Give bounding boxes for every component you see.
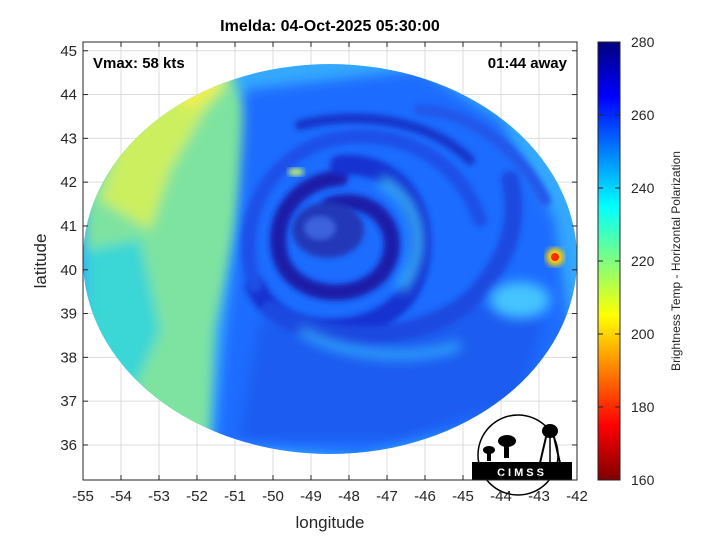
- x-tick-label: -51: [224, 488, 246, 505]
- y-tick-label: 36: [60, 437, 77, 454]
- x-tick-label: -47: [376, 488, 398, 505]
- colorbar-tick-label: 200: [631, 326, 655, 342]
- x-tick-label: -43: [528, 488, 550, 505]
- y-tick-label: 43: [60, 130, 77, 147]
- brightness-temp-field: [83, 64, 577, 454]
- vmax-annotation: Vmax: 58 kts: [93, 55, 185, 72]
- colorbar-ticks: 160 180 200 220 240 260 280: [598, 34, 655, 488]
- x-tick-label: -50: [262, 488, 284, 505]
- y-tick-label: 39: [60, 306, 77, 323]
- colorbar: 160 180 200 220 240 260 280 Brightness Temp - …: [597, 34, 683, 488]
- x-tick-label: -45: [452, 488, 474, 505]
- y-tick-label: 42: [60, 174, 77, 191]
- x-tick-label: -55: [72, 488, 94, 505]
- x-tick-label: -54: [110, 488, 132, 505]
- y-tick-label: 40: [60, 262, 77, 279]
- colorbar-tick-label: 220: [631, 253, 655, 269]
- colorbar-tick-label: 260: [631, 107, 655, 123]
- colorbar-tick-label: 280: [631, 34, 655, 50]
- y-axis-label: latitude: [31, 234, 50, 289]
- x-tick-label: -53: [148, 488, 170, 505]
- x-tick-label: -52: [186, 488, 208, 505]
- chart-title: Imelda: 04-Oct-2025 05:30:00: [220, 18, 440, 35]
- time-away-annotation: 01:44 away: [488, 55, 568, 72]
- y-axis: 36 37 38 39 40 41 42 43 44 45: [60, 43, 577, 454]
- plot-border: [82, 41, 578, 481]
- x-tick-label: -46: [414, 488, 436, 505]
- y-tick-label: 44: [60, 87, 77, 104]
- cimss-logo: CIMSS: [472, 414, 572, 496]
- x-axis: -55 -54 -53 -52 -51 -50 -49 -48 -47 -46 -45 -44 -43-…: [72, 42, 588, 505]
- cimss-logo-text: CIMSS: [497, 467, 547, 479]
- y-tick-label: 41: [60, 218, 77, 235]
- x-tick-label: -44: [490, 488, 512, 505]
- colorbar-tick-label: 240: [631, 180, 655, 196]
- colorbar-label: Brightness Temp - Horizontal Polarizatio…: [669, 151, 683, 371]
- x-tick-label: -48: [338, 488, 360, 505]
- x-tick-label: -42: [566, 488, 588, 505]
- y-tick-label: 45: [60, 43, 77, 60]
- x-tick-label: -49: [300, 488, 322, 505]
- x-axis-label: longitude: [295, 513, 364, 532]
- y-tick-label: 37: [60, 393, 77, 410]
- colorbar-tick-label: 180: [631, 399, 655, 415]
- colorbar-tick-label: 160: [631, 472, 655, 488]
- y-tick-label: 38: [60, 349, 77, 366]
